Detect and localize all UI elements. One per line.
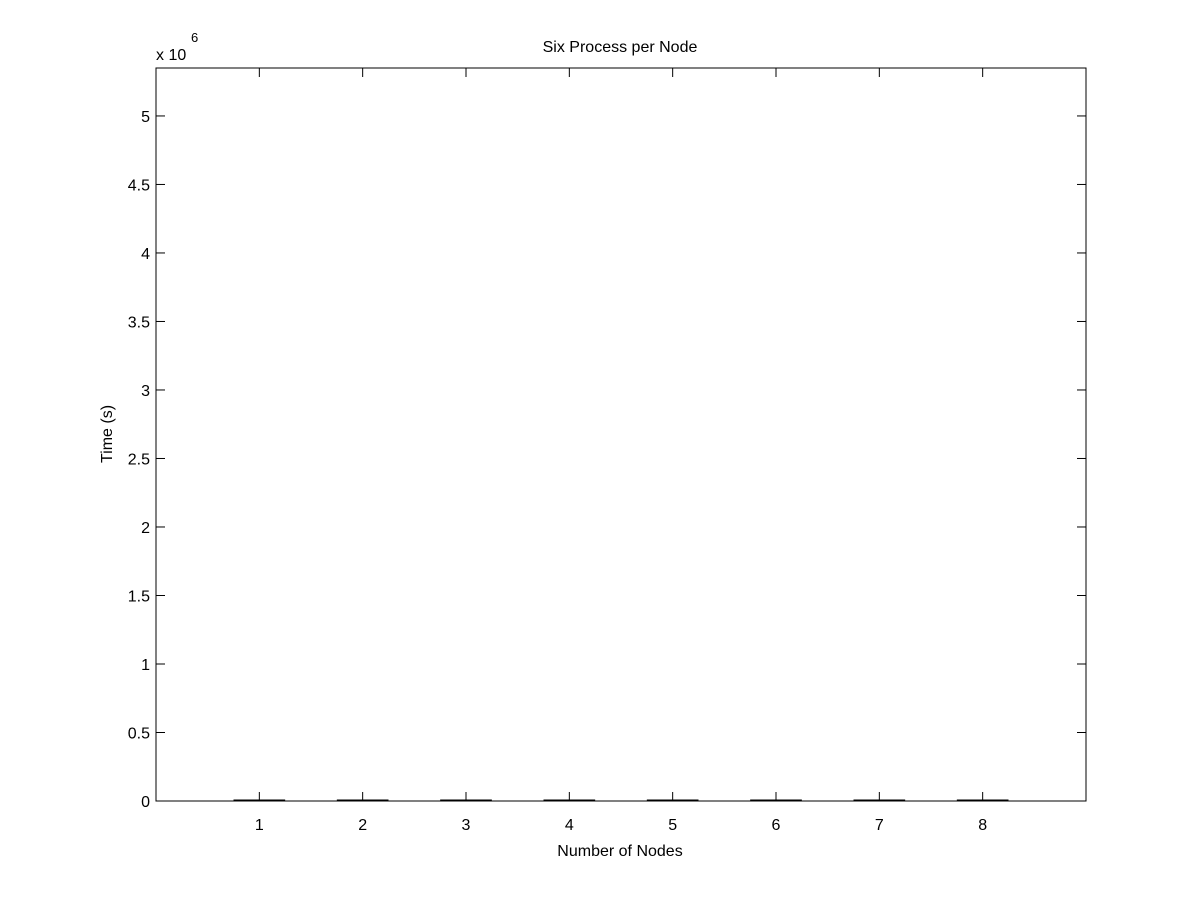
bar-node-7 bbox=[853, 799, 906, 801]
chart-title: Six Process per Node bbox=[543, 39, 698, 56]
x-tick-label: 4 bbox=[565, 817, 574, 834]
bar-node-3 bbox=[440, 799, 492, 801]
y-tick-label: 4.5 bbox=[128, 177, 150, 194]
bar-node-4 bbox=[543, 799, 596, 801]
x-tick-label: 1 bbox=[255, 817, 264, 834]
y-tick-label: 1.5 bbox=[128, 588, 150, 605]
y-tick-label: 3.5 bbox=[128, 314, 150, 331]
x-tick-label: 5 bbox=[668, 817, 677, 834]
y-tick-label: 3 bbox=[141, 383, 150, 400]
plot-area bbox=[155, 67, 1087, 802]
bar-node-1 bbox=[233, 799, 286, 801]
bar-node-2 bbox=[336, 799, 389, 801]
x-tick-label: 7 bbox=[875, 817, 884, 834]
y-tick-label: 2.5 bbox=[128, 451, 150, 468]
x-tick-label: 8 bbox=[978, 817, 987, 834]
x-tick-label: 3 bbox=[462, 817, 471, 834]
bar-node-5 bbox=[646, 799, 699, 801]
y-axis-label: Time (s) bbox=[99, 405, 116, 463]
bar-node-6 bbox=[750, 799, 802, 801]
y-tick-label: 1 bbox=[141, 657, 150, 674]
y-tick-label: 4 bbox=[141, 246, 150, 263]
y-axis-multiplier: x 10 bbox=[156, 47, 186, 64]
x-tick-label: 6 bbox=[772, 817, 781, 834]
x-tick-label: 2 bbox=[358, 817, 367, 834]
bar-node-8 bbox=[956, 799, 1009, 801]
bar-series bbox=[233, 799, 1009, 801]
y-tick-label: 0 bbox=[141, 794, 150, 811]
x-axis-label: Number of Nodes bbox=[557, 843, 682, 860]
y-axis-ticks: 0 0.5 1 1.5 2 2.5 3 3.5 4 4.5 5 bbox=[128, 109, 1086, 811]
y-tick-label: 2 bbox=[141, 520, 150, 537]
y-axis-multiplier-exponent: 6 bbox=[191, 30, 198, 45]
x-axis-ticks: 1 2 3 4 5 6 7 8 bbox=[255, 68, 987, 834]
y-tick-label: 0.5 bbox=[128, 725, 150, 742]
y-tick-label: 5 bbox=[141, 109, 150, 126]
